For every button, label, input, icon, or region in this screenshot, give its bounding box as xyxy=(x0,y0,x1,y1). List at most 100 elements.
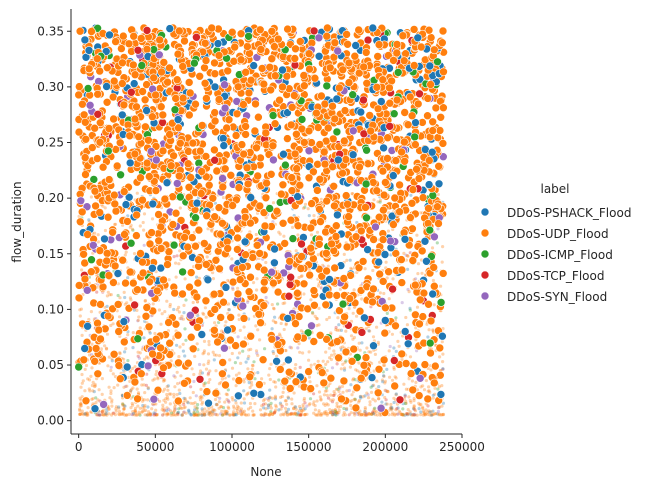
scatter-point xyxy=(184,298,188,302)
scatter-point xyxy=(423,394,433,404)
scatter-point xyxy=(396,412,400,416)
scatter-point xyxy=(140,383,144,387)
scatter-point xyxy=(167,407,171,411)
scatter-point xyxy=(236,356,240,360)
scatter-point xyxy=(202,211,211,220)
scatter-point xyxy=(112,411,116,415)
scatter-point xyxy=(339,136,349,146)
scatter-point xyxy=(434,412,438,416)
scatter-point xyxy=(96,412,100,417)
scatter-point xyxy=(438,139,448,148)
scatter-point xyxy=(122,407,126,411)
scatter-point xyxy=(207,339,211,344)
scatter-point xyxy=(372,83,382,92)
scatter-point xyxy=(351,232,361,241)
scatter-point xyxy=(223,66,232,76)
scatter-point xyxy=(110,261,120,271)
scatter-point xyxy=(236,286,240,290)
scatter-point xyxy=(396,339,400,343)
scatter-point xyxy=(421,413,425,417)
scatter-point xyxy=(278,180,288,190)
scatter-point xyxy=(252,281,256,285)
scatter-point xyxy=(339,328,343,332)
scatter-point xyxy=(264,216,268,220)
scatter-point xyxy=(200,239,209,248)
scatter-point xyxy=(182,396,186,400)
scatter-point xyxy=(143,299,147,303)
scatter-point xyxy=(275,365,285,374)
scatter-point xyxy=(291,319,300,328)
scatter-point xyxy=(409,61,419,70)
scatter-point xyxy=(332,411,336,415)
scatter-point xyxy=(272,351,276,356)
legend-label: DDoS-PSHACK_Flood xyxy=(507,206,631,220)
scatter-point xyxy=(317,271,327,281)
scatter-point xyxy=(437,385,441,389)
scatter-point xyxy=(426,412,430,417)
scatter-point xyxy=(329,182,339,191)
scatter-point xyxy=(253,171,263,181)
scatter-point xyxy=(180,36,189,46)
scatter-point xyxy=(148,331,152,335)
scatter-point xyxy=(161,403,165,407)
scatter-point xyxy=(290,412,294,416)
scatter-point xyxy=(138,87,147,96)
scatter-point xyxy=(133,409,137,413)
scatter-point xyxy=(250,126,260,136)
scatter-point xyxy=(255,25,265,35)
scatter-point xyxy=(180,413,184,417)
scatter-point xyxy=(413,99,423,109)
scatter-point xyxy=(371,335,376,339)
scatter-point xyxy=(125,384,129,388)
scatter-point xyxy=(334,413,338,417)
scatter-point xyxy=(426,389,430,393)
scatter-point xyxy=(366,126,376,136)
scatter-point xyxy=(91,389,95,393)
scatter-point xyxy=(93,384,97,388)
scatter-point xyxy=(80,153,90,162)
scatter-point xyxy=(397,255,406,264)
scatter-point xyxy=(168,402,172,406)
scatter-point xyxy=(141,403,145,408)
scatter-point xyxy=(313,186,322,195)
scatter-point xyxy=(102,256,111,266)
scatter-point xyxy=(206,352,211,356)
scatter-point xyxy=(385,83,394,93)
scatter-point xyxy=(173,179,182,188)
scatter-point xyxy=(270,42,279,51)
scatter-point xyxy=(408,185,418,194)
scatter-point xyxy=(254,232,258,237)
scatter-point xyxy=(393,375,397,379)
scatter-point xyxy=(330,409,334,413)
scatter-point xyxy=(308,397,313,401)
scatter-point xyxy=(126,238,136,248)
scatter-point xyxy=(395,412,399,416)
scatter-point xyxy=(108,396,112,400)
scatter-point xyxy=(79,398,83,402)
scatter-point xyxy=(104,146,113,156)
scatter-point xyxy=(424,408,428,412)
scatter-point xyxy=(143,361,153,371)
scatter-point xyxy=(430,413,435,417)
scatter-point xyxy=(136,319,140,323)
scatter-point xyxy=(284,322,288,326)
scatter-point xyxy=(116,170,125,180)
scatter-point xyxy=(384,260,388,264)
scatter-point xyxy=(175,254,179,258)
scatter-point xyxy=(166,161,176,170)
scatter-point xyxy=(137,315,141,319)
scatter-point xyxy=(375,379,379,383)
scatter-point xyxy=(426,410,430,414)
scatter-point xyxy=(210,108,219,117)
scatter-point xyxy=(300,409,304,413)
scatter-point xyxy=(411,413,415,417)
scatter-point xyxy=(400,327,410,336)
scatter-point xyxy=(81,412,85,416)
scatter-point xyxy=(407,111,417,120)
scatter-point xyxy=(270,327,274,331)
scatter-point xyxy=(87,387,91,391)
scatter-point xyxy=(189,412,193,416)
scatter-point xyxy=(441,367,445,371)
scatter-point xyxy=(286,395,290,399)
scatter-point xyxy=(198,372,202,376)
